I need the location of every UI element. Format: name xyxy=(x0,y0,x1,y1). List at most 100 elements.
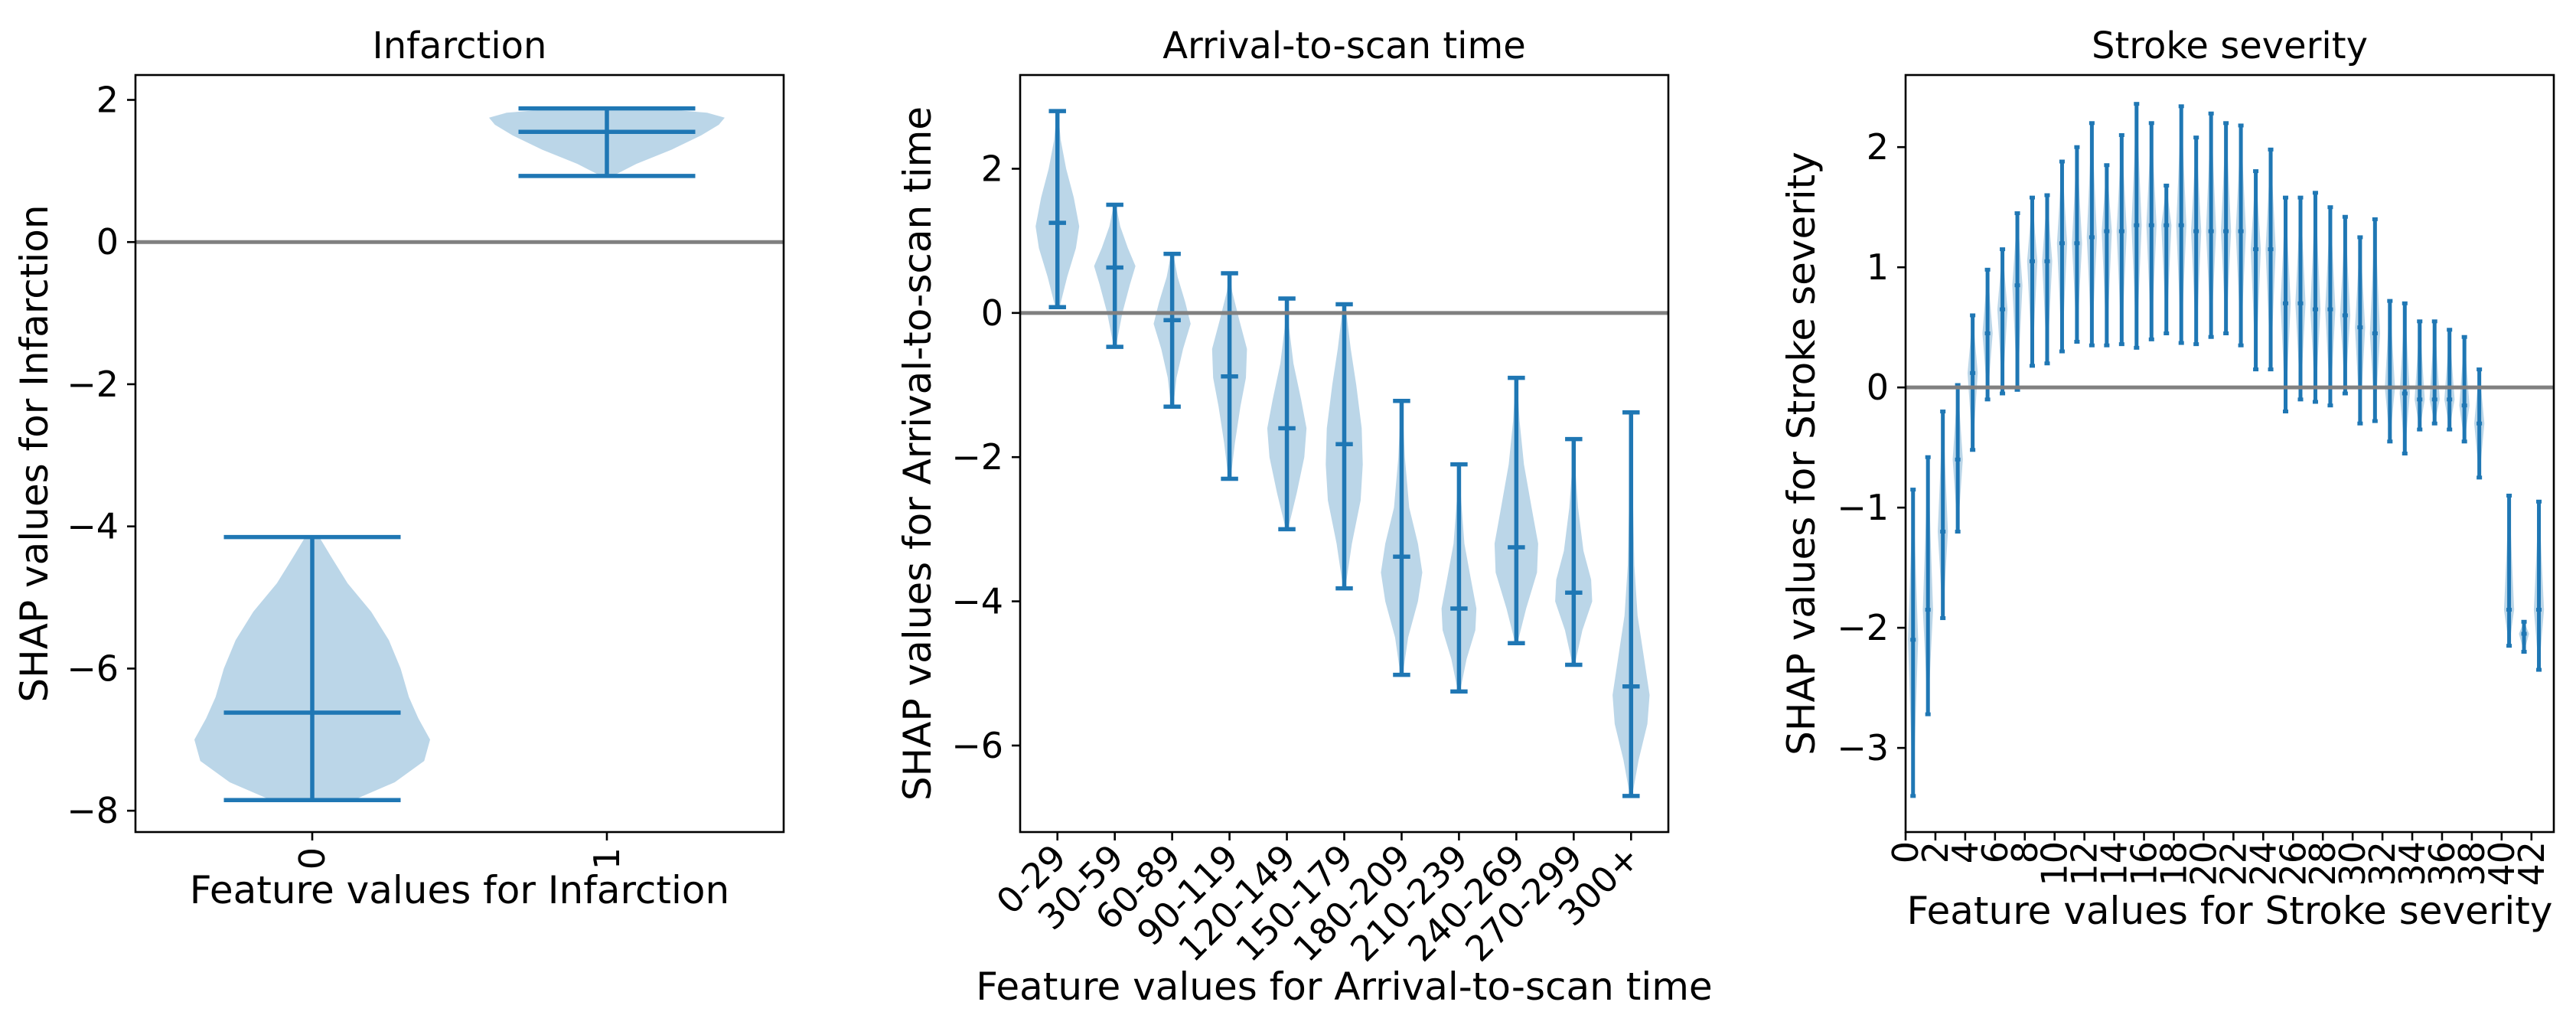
violin-210-239 xyxy=(1441,462,1477,694)
violin-240-269 xyxy=(1494,375,1538,645)
x-tick-label: 0 xyxy=(1885,841,1926,863)
violin-30-59 xyxy=(1094,202,1136,349)
violin-120-149 xyxy=(1267,296,1307,532)
violin-16 xyxy=(2146,121,2157,341)
y-tick-label: 1 xyxy=(1867,246,1889,288)
violin-21 xyxy=(2221,121,2232,336)
violin-23 xyxy=(2250,169,2261,372)
x-tick-label: 1 xyxy=(586,847,628,870)
y-axis-label: SHAP values for Arrival-to-scan time xyxy=(895,106,940,801)
x-tick-label: 6 xyxy=(1974,841,2016,863)
x-tick-label: 30 xyxy=(2332,841,2373,886)
violin-24 xyxy=(2265,147,2276,372)
axes-frame xyxy=(1904,73,2555,834)
violin-8 xyxy=(2027,195,2038,368)
violin-28 xyxy=(2325,205,2336,408)
y-tick-label: −4 xyxy=(951,581,1003,622)
chart-title: Infarction xyxy=(373,24,547,67)
x-tick-label: 4 xyxy=(1945,841,1986,863)
violin-12 xyxy=(2086,121,2097,348)
x-tick-label: 12 xyxy=(2064,841,2105,886)
y-tick-label: 0 xyxy=(1867,367,1889,408)
violin-5 xyxy=(1982,267,1993,402)
violin-41 xyxy=(2519,619,2529,654)
violin-19 xyxy=(2191,135,2202,347)
plot-area xyxy=(1035,109,1650,798)
violin-40 xyxy=(2503,493,2515,648)
violin-42 xyxy=(2533,499,2545,672)
violin-300+ xyxy=(1612,410,1650,798)
y-tick-label: 0 xyxy=(981,292,1003,334)
x-axis-label: Feature values for Stroke severity xyxy=(1906,889,2552,933)
axes-frame xyxy=(134,73,785,834)
violin-15 xyxy=(2131,102,2142,350)
violin-60-89 xyxy=(1153,251,1191,410)
x-tick-label: 18 xyxy=(2153,841,2194,886)
violin-22 xyxy=(2235,123,2246,348)
x-tick-label: 40 xyxy=(2481,841,2522,886)
y-tick-label: −6 xyxy=(67,648,119,689)
y-axis-label: SHAP values for Infarction xyxy=(12,204,57,702)
x-tick-label: 8 xyxy=(2004,841,2046,863)
y-tick-label: −4 xyxy=(67,506,119,547)
x-tick-label: 24 xyxy=(2242,841,2284,886)
violin-20 xyxy=(2206,111,2216,339)
violin-7 xyxy=(2012,211,2023,392)
violin-29 xyxy=(2340,214,2351,396)
violin-17 xyxy=(2161,183,2172,336)
y-tick-label: 0 xyxy=(96,221,119,263)
y-tick-label: −2 xyxy=(1837,607,1889,648)
plot-area xyxy=(194,106,725,802)
violin-6 xyxy=(1997,247,2008,396)
violin-18 xyxy=(2176,104,2186,345)
chart-panel-1: −8 −6 −4 −2 0 2 0 1 Infarction Feature values for… xyxy=(12,24,785,912)
violin-0 xyxy=(194,534,430,802)
violin-34 xyxy=(2415,319,2425,432)
chart-panel-2: −6−4−2020-2930-5960-8990-119120-149150-1… xyxy=(895,24,1713,1009)
y-tick-label: 2 xyxy=(96,80,119,121)
violin-9 xyxy=(2042,193,2053,366)
x-tick-label: 22 xyxy=(2212,841,2254,886)
x-tick-label: 42 xyxy=(2511,841,2552,886)
x-tick-label: 2 xyxy=(1915,841,1956,863)
x-tick-label: 20 xyxy=(2183,841,2224,886)
violin-1 xyxy=(489,106,725,178)
violin-10 xyxy=(2056,159,2068,354)
y-tick-label: −2 xyxy=(67,364,119,405)
plot-area xyxy=(1908,102,2545,798)
y-tick-label: 2 xyxy=(1867,126,1889,168)
violin-0 xyxy=(1908,488,1919,798)
violin-35 xyxy=(2429,319,2440,426)
violin-3 xyxy=(1952,383,1963,534)
x-tick-label: 32 xyxy=(2362,841,2403,886)
x-axis-label: Feature values for Infarction xyxy=(190,868,729,912)
y-tick-label: 2 xyxy=(981,148,1003,189)
violin-180-209 xyxy=(1381,398,1423,677)
violin-11 xyxy=(2072,145,2082,344)
violin-26 xyxy=(2295,195,2306,402)
x-tick-label: 38 xyxy=(2451,841,2493,886)
violin-0-29 xyxy=(1035,109,1080,310)
violin-90-119 xyxy=(1211,271,1247,481)
violin-4 xyxy=(1968,313,1978,452)
chart-title: Stroke severity xyxy=(2092,24,2368,67)
violin-31 xyxy=(2369,217,2380,423)
violin-13 xyxy=(2102,163,2112,348)
x-tick-label: 0 xyxy=(292,847,333,870)
violin-32 xyxy=(2385,299,2395,444)
y-tick-label: −6 xyxy=(951,725,1003,766)
violin-36 xyxy=(2444,328,2455,432)
violin-2 xyxy=(1938,410,1948,621)
y-tick-label: −1 xyxy=(1837,487,1889,528)
x-tick-label: 10 xyxy=(2034,841,2075,886)
x-tick-label: 28 xyxy=(2302,841,2343,886)
violin-33 xyxy=(2399,301,2410,455)
violin-150-179 xyxy=(1325,302,1363,591)
x-axis-label: Feature values for Arrival-to-scan time xyxy=(976,964,1712,1009)
violin-30 xyxy=(2355,235,2366,426)
violin-1 xyxy=(1922,455,1933,716)
y-tick-label: −2 xyxy=(951,436,1003,478)
chart-panel-3: −3−2−10120246810121416182022242628303234… xyxy=(1779,24,2555,933)
x-tick-label: 36 xyxy=(2421,841,2463,886)
